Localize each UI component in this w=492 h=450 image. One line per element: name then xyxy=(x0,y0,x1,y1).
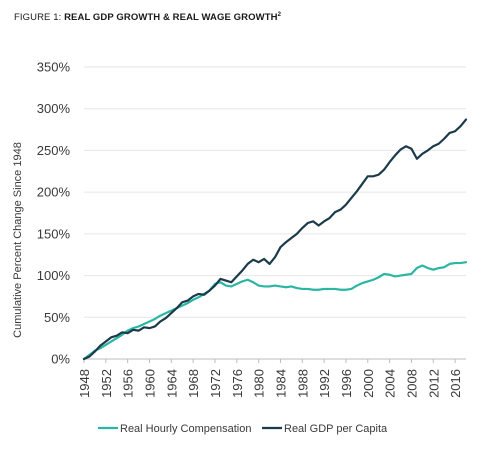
y-tick-label: 0% xyxy=(51,352,70,367)
y-tick-label: 350% xyxy=(37,60,71,75)
x-tick-label: 1972 xyxy=(208,369,223,398)
x-tick-label: 1952 xyxy=(99,369,114,398)
x-tick-label: 1996 xyxy=(339,369,354,398)
y-tick-label: 250% xyxy=(37,143,71,158)
x-tick-label: 2000 xyxy=(361,369,376,398)
series-line-real-gdp-per-capita xyxy=(82,118,468,361)
legend: Real Hourly Compensation Real GDP per Cap… xyxy=(98,423,388,435)
x-tick-label: 2008 xyxy=(404,369,419,398)
x-tick-label: 1956 xyxy=(121,369,136,398)
x-tick-label: 1960 xyxy=(142,369,157,398)
x-tick-label: 1964 xyxy=(164,369,179,398)
x-tick-label: 2016 xyxy=(448,369,463,398)
x-tick-label: 1984 xyxy=(273,369,288,398)
x-tick-label: 2012 xyxy=(426,369,441,398)
x-tick-label: 1976 xyxy=(230,369,245,398)
x-tick-label: 1992 xyxy=(317,369,332,398)
x-axis-ticks: 1948 1952 1956 1960 1964 1968 1972 1976 1980 1984… xyxy=(77,359,463,398)
x-tick-label: 2004 xyxy=(383,369,398,398)
y-tick-label: 150% xyxy=(37,226,71,241)
y-tick-label: 50% xyxy=(44,310,70,325)
gridlines xyxy=(84,66,466,360)
y-axis-ticks: 0% 50% 100% 150% 200% 250% 300% 350% xyxy=(37,60,71,367)
figure-footnote-marker: 2 xyxy=(277,11,281,18)
y-axis-label: Cumulative Percent Change Since 1948 xyxy=(12,142,24,338)
x-tick-label: 1948 xyxy=(77,369,92,398)
figure-title-text: REAL GDP GROWTH & REAL WAGE GROWTH xyxy=(64,12,278,23)
figure-title: FIGURE 1: REAL GDP GROWTH & REAL WAGE GR… xyxy=(14,12,281,23)
series-line-real-hourly-compensation xyxy=(82,261,468,361)
legend-label: Real Hourly Compensation xyxy=(120,423,251,435)
y-tick-label: 200% xyxy=(37,185,71,200)
x-tick-label: 1980 xyxy=(252,369,267,398)
figure-label: FIGURE 1: xyxy=(14,12,65,23)
series-lines xyxy=(82,118,468,361)
y-tick-label: 300% xyxy=(37,101,71,116)
x-tick-label: 1988 xyxy=(295,369,310,398)
y-tick-label: 100% xyxy=(37,268,71,283)
legend-label: Real GDP per Capita xyxy=(284,423,388,435)
x-tick-label: 1968 xyxy=(186,369,201,398)
